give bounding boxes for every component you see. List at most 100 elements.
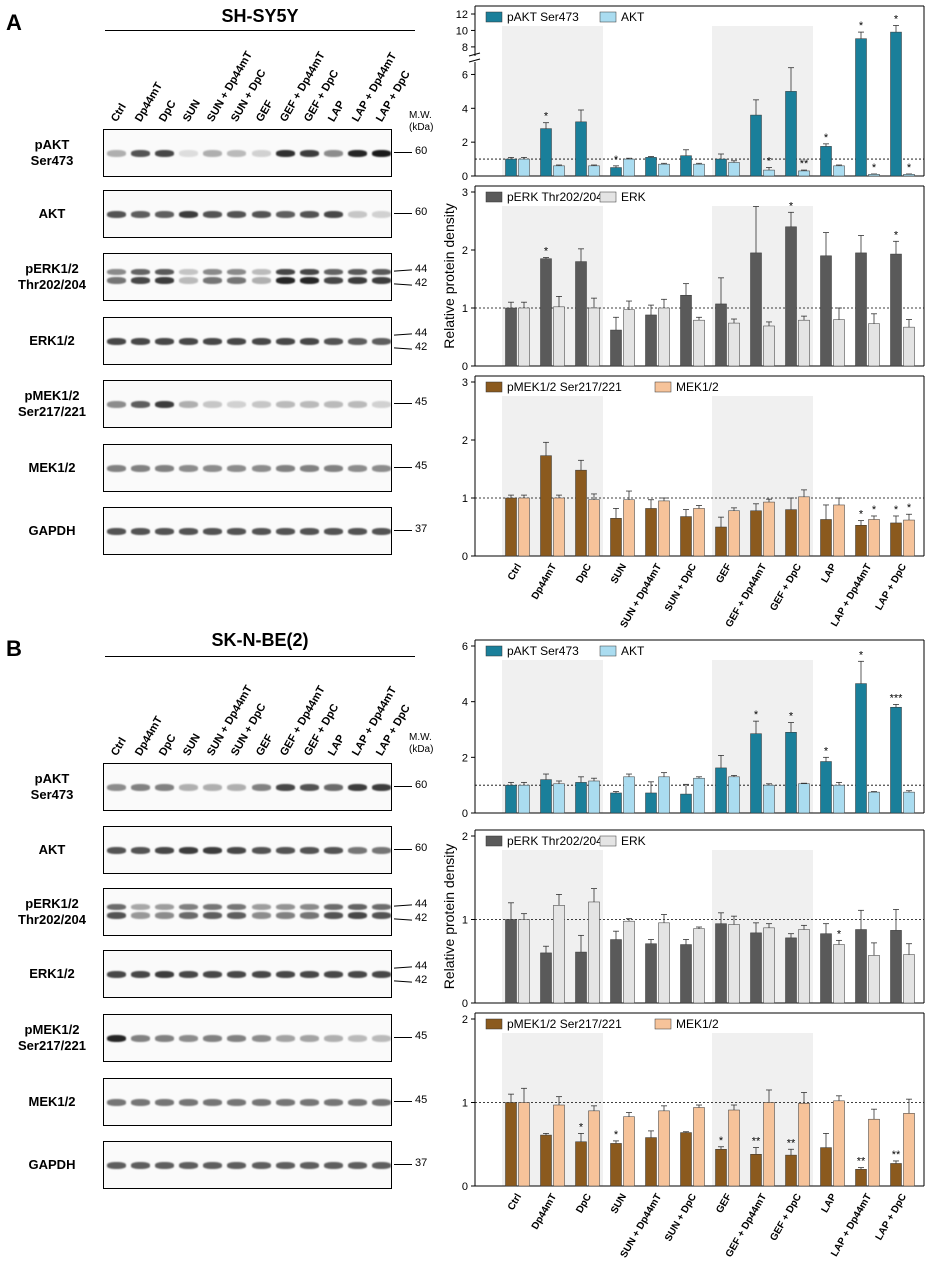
category-label: Dp44mT bbox=[530, 1192, 559, 1232]
blot-label: pERK1/2 Thr202/204 bbox=[18, 896, 86, 927]
mw-tick bbox=[394, 1037, 412, 1038]
bar-total bbox=[518, 784, 530, 814]
blot-image bbox=[103, 380, 392, 428]
legend-label: AKT bbox=[621, 644, 645, 658]
blot-band bbox=[179, 277, 199, 284]
blot-band bbox=[251, 338, 271, 345]
bar-phospho bbox=[505, 307, 517, 367]
y-tick-label: 2 bbox=[462, 1014, 468, 1026]
blot-label: pMEK1/2 Ser217/221 bbox=[18, 1022, 86, 1053]
blot-band bbox=[155, 269, 175, 275]
blot-band bbox=[347, 465, 367, 472]
mw-tick bbox=[394, 213, 412, 214]
panel-letter-a: A bbox=[6, 10, 22, 35]
blot-image bbox=[103, 763, 392, 811]
bar-phospho bbox=[855, 252, 867, 367]
blot-band bbox=[323, 401, 343, 408]
blot-label: GAPDH bbox=[28, 523, 76, 538]
bar-total bbox=[798, 929, 810, 1004]
significance-star: * bbox=[872, 162, 877, 174]
bar-total bbox=[833, 165, 845, 177]
blot-band bbox=[347, 1035, 367, 1042]
category-label: LAP + DpC bbox=[874, 562, 909, 612]
significance-star: ** bbox=[857, 1156, 866, 1168]
mw-tick bbox=[394, 403, 412, 404]
bar-phospho bbox=[645, 792, 657, 814]
significance-star: * bbox=[894, 229, 899, 241]
legend-swatch bbox=[485, 381, 503, 393]
bar-phospho bbox=[890, 253, 902, 367]
blot-band bbox=[227, 847, 247, 854]
blot-band bbox=[155, 847, 175, 854]
blot-band bbox=[155, 904, 175, 910]
bar-total bbox=[518, 497, 530, 557]
blot-band bbox=[107, 1162, 127, 1169]
bar-phospho bbox=[505, 158, 517, 177]
blot-band bbox=[155, 912, 175, 919]
mw-tick bbox=[394, 152, 412, 153]
bar-phospho bbox=[785, 509, 797, 557]
blot-band bbox=[275, 1099, 295, 1106]
bar-total bbox=[798, 170, 810, 177]
significance-star: ** bbox=[787, 1137, 796, 1149]
y-tick-label: 3 bbox=[462, 377, 468, 389]
mw-marker: 45 bbox=[415, 1094, 428, 1106]
bar-phospho bbox=[575, 782, 587, 814]
blot-band bbox=[227, 338, 247, 345]
bar-total bbox=[833, 504, 845, 557]
y-tick-label: 1 bbox=[462, 1098, 468, 1110]
bar-total bbox=[518, 1102, 530, 1187]
shaded-group bbox=[502, 206, 603, 366]
bar-total bbox=[728, 322, 740, 367]
mw-marker: 44 bbox=[415, 898, 428, 910]
bar-phospho bbox=[610, 167, 622, 177]
bar-total bbox=[868, 791, 880, 814]
blot-image bbox=[103, 950, 392, 998]
blot-band bbox=[275, 211, 295, 218]
bar-total bbox=[693, 777, 705, 814]
blot-band bbox=[107, 269, 127, 275]
bar-total bbox=[658, 163, 670, 177]
significance-star: * bbox=[824, 132, 829, 144]
bar-phospho bbox=[890, 1163, 902, 1187]
blot-band bbox=[371, 211, 391, 218]
blot-label: ERK1/2 bbox=[29, 966, 75, 981]
bar-phospho bbox=[715, 1149, 727, 1187]
bar-total bbox=[623, 776, 635, 814]
blot-band bbox=[275, 912, 295, 919]
blot-band bbox=[227, 401, 247, 408]
blot-band bbox=[251, 150, 271, 157]
blot-band bbox=[107, 150, 127, 157]
blot-band bbox=[299, 971, 319, 978]
bar-phospho bbox=[575, 469, 587, 557]
significance-star: * bbox=[614, 154, 619, 166]
blot-band bbox=[203, 338, 223, 345]
blot-band bbox=[347, 912, 367, 919]
blot-band bbox=[179, 150, 199, 157]
blot-band bbox=[371, 277, 391, 284]
blot-band bbox=[203, 277, 223, 284]
blot-band bbox=[107, 904, 127, 910]
bar-phospho bbox=[645, 1137, 657, 1187]
bar-total bbox=[588, 165, 600, 177]
bar-phospho bbox=[820, 519, 832, 557]
category-label: DpC bbox=[574, 1192, 594, 1215]
blot-band bbox=[155, 971, 175, 978]
legend-label: pERK Thr202/204 bbox=[507, 190, 603, 204]
significance-star: * bbox=[789, 711, 794, 723]
blot-band bbox=[347, 338, 367, 345]
bar-total bbox=[728, 776, 740, 814]
shaded-group bbox=[712, 1033, 813, 1186]
blot-band bbox=[203, 1099, 223, 1106]
shaded-group bbox=[712, 660, 813, 813]
blot-band bbox=[275, 1162, 295, 1169]
legend-label: AKT bbox=[621, 10, 645, 24]
bar-phospho bbox=[540, 952, 552, 1004]
bar-total bbox=[763, 325, 775, 367]
bar-total bbox=[763, 501, 775, 557]
blot-band bbox=[251, 528, 271, 535]
significance-star: * bbox=[837, 928, 842, 940]
bar-total bbox=[868, 519, 880, 557]
blot-band bbox=[371, 1099, 391, 1106]
